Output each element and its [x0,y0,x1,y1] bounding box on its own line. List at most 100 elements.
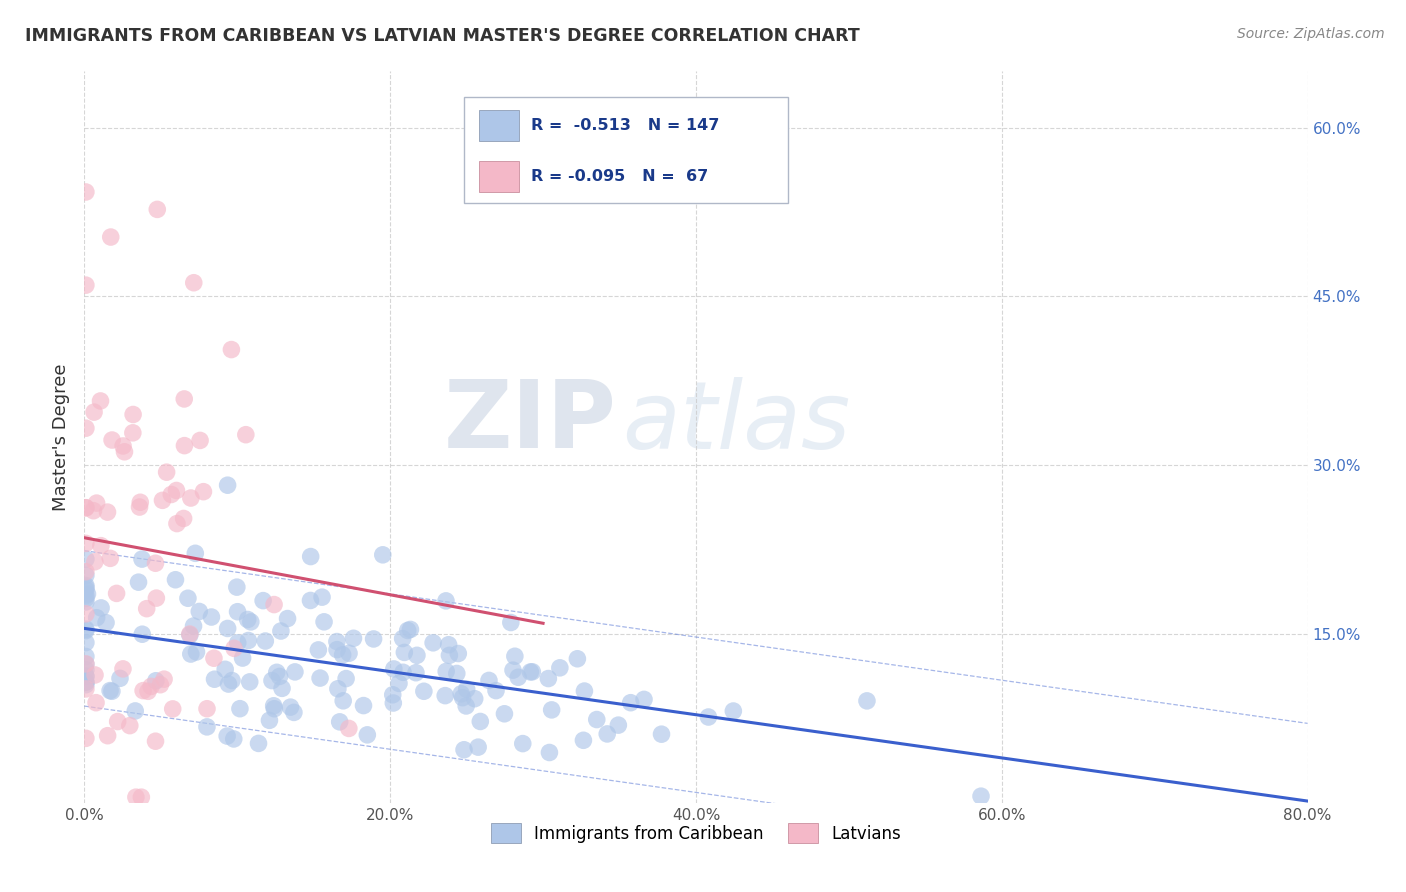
Point [332,648,354,662]
Point [76,587,98,601]
Point [439,648,461,663]
Point [75,582,97,597]
Point [204,672,226,686]
Point [485,683,508,698]
Point [239,615,262,629]
Text: ZIP: ZIP [443,376,616,468]
Point [75,678,97,692]
Point [512,737,534,751]
Point [252,593,274,607]
Point [540,703,562,717]
Point [226,636,249,650]
FancyBboxPatch shape [464,97,787,203]
Point [160,487,183,501]
Point [494,706,516,721]
Point [235,427,257,442]
Text: R = -0.095   N =  67: R = -0.095 N = 67 [531,169,709,184]
Point [75,657,97,672]
Point [214,662,236,676]
Point [139,680,162,694]
Point [856,694,879,708]
Point [145,556,167,570]
Point [434,594,457,608]
Point [166,483,188,498]
Point [75,657,97,671]
Point [353,698,375,713]
Point [129,495,152,509]
Point [75,568,97,582]
Point [166,516,188,531]
Point [437,638,460,652]
Point [392,665,415,680]
Point [173,439,195,453]
Point [284,665,307,679]
Point [271,681,294,696]
Point [607,718,630,732]
Point [382,696,405,710]
Point [326,681,349,696]
Point [75,624,97,638]
Point [217,729,239,743]
Point [180,491,202,505]
Point [572,733,595,747]
Point [128,500,150,514]
Point [399,623,422,637]
Point [83,405,105,419]
Text: IMMIGRANTS FROM CARIBBEAN VS LATVIAN MASTER'S DEGREE CORRELATION CHART: IMMIGRANTS FROM CARIBBEAN VS LATVIAN MAS… [25,27,860,45]
Point [239,674,262,689]
Point [75,663,97,677]
Point [100,230,122,244]
Point [266,665,288,680]
Point [136,684,159,698]
Point [75,635,97,649]
Point [633,692,655,706]
Point [84,668,107,682]
Point [107,714,129,729]
Point [75,731,97,746]
Point [456,682,478,697]
Point [96,505,118,519]
Point [263,702,285,716]
Point [538,746,561,760]
Point [620,696,643,710]
Point [195,720,218,734]
Point [217,478,239,492]
Point [86,496,108,510]
Point [406,648,429,663]
Point [238,633,260,648]
Point [522,665,544,679]
Point [434,665,457,679]
Text: R =  -0.513   N = 147: R = -0.513 N = 147 [531,118,720,133]
Point [263,698,285,713]
Point [453,743,475,757]
Point [75,669,97,683]
Point [145,673,167,688]
Point [128,575,150,590]
Point [307,643,329,657]
Point [75,591,97,606]
Legend: Immigrants from Caribbean, Latvians: Immigrants from Caribbean, Latvians [484,817,908,849]
Point [183,619,205,633]
Point [146,202,169,217]
Point [75,595,97,609]
Point [270,624,292,638]
Point [446,666,468,681]
Point [186,645,208,659]
Point [312,615,335,629]
Point [329,714,352,729]
Point [371,548,394,562]
Text: atlas: atlas [623,377,851,468]
Point [299,549,322,564]
Point [108,671,131,685]
Point [259,714,281,728]
Point [396,624,419,638]
Point [450,687,472,701]
Point [75,278,97,293]
Point [299,593,322,607]
Point [145,734,167,748]
Point [222,731,245,746]
Point [232,651,254,665]
Point [503,649,526,664]
Point [135,601,157,615]
Point [508,670,530,684]
